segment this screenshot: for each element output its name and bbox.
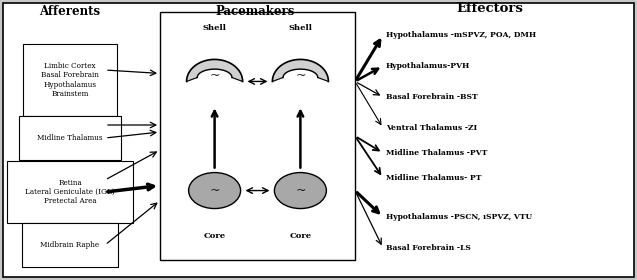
- Ellipse shape: [189, 172, 241, 209]
- Text: Core: Core: [204, 232, 225, 240]
- Text: Hypothalamus -PSCN, ıSPVZ, VTU: Hypothalamus -PSCN, ıSPVZ, VTU: [386, 213, 532, 221]
- Text: Midline Thalamus -PVT: Midline Thalamus -PVT: [386, 149, 487, 157]
- Text: Afferents: Afferents: [39, 5, 101, 18]
- Text: Retina
Lateral Geniculate (IGL)
Pretectal Area: Retina Lateral Geniculate (IGL) Pretecta…: [25, 179, 115, 205]
- FancyBboxPatch shape: [160, 12, 355, 260]
- Text: Midline Thalamus: Midline Thalamus: [37, 134, 103, 142]
- Text: Ventral Thalamus -ZI: Ventral Thalamus -ZI: [386, 124, 477, 132]
- Text: ~: ~: [210, 69, 220, 82]
- FancyBboxPatch shape: [3, 3, 634, 277]
- Text: Pacemakers: Pacemakers: [215, 5, 295, 18]
- Polygon shape: [273, 59, 329, 81]
- Text: Midline Thalamus- PT: Midline Thalamus- PT: [386, 174, 482, 182]
- Text: Midbrain Raphe: Midbrain Raphe: [40, 241, 99, 249]
- Text: Shell: Shell: [289, 24, 312, 32]
- Text: ~: ~: [295, 184, 306, 197]
- Text: Basal Forebrain -LS: Basal Forebrain -LS: [386, 244, 471, 252]
- Text: ~: ~: [295, 69, 306, 82]
- Text: ~: ~: [210, 184, 220, 197]
- Polygon shape: [187, 59, 243, 81]
- Text: Hypothalamus-PVH: Hypothalamus-PVH: [386, 62, 470, 70]
- Ellipse shape: [275, 172, 326, 209]
- Text: Limbic Cortex
Basal Forebrain
Hypothalamus
Brainstem: Limbic Cortex Basal Forebrain Hypothalam…: [41, 62, 99, 98]
- Text: Hypothalamus -mSPVZ, POA, DMH: Hypothalamus -mSPVZ, POA, DMH: [386, 31, 536, 39]
- Text: Shell: Shell: [203, 24, 227, 32]
- Text: Effectors: Effectors: [457, 2, 524, 15]
- Text: Basal Forebrain -BST: Basal Forebrain -BST: [386, 93, 478, 101]
- Text: Core: Core: [289, 232, 311, 240]
